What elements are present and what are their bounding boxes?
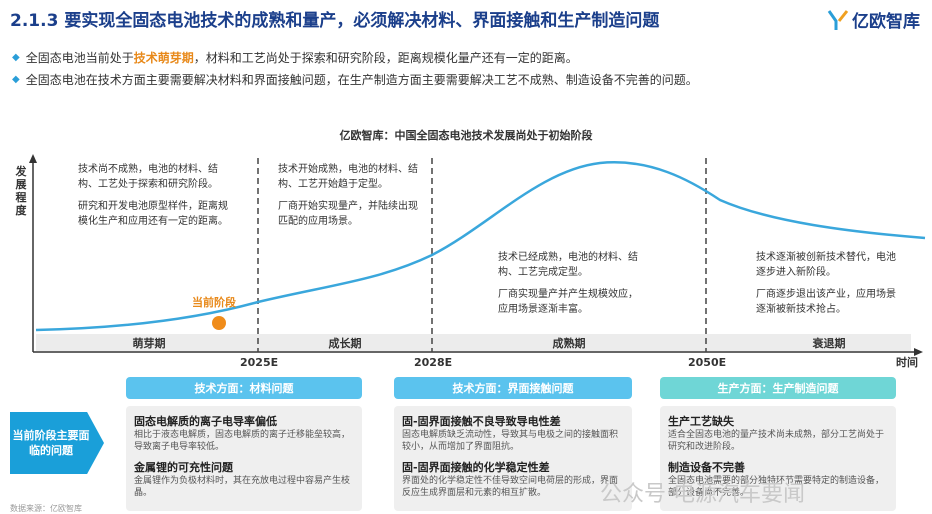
issue-title: 生产工艺缺失 [668, 415, 734, 428]
bullet-item: ◆ 全固态电池当前处于 技术萌芽期 ，材料和工艺尚处于探索和研究阶段，距离规模化量产… [12, 46, 698, 68]
x-axis-label: 时间 [896, 356, 918, 369]
current-issues-arrow: 当前阶段主要面临的问题 [10, 412, 104, 474]
data-source: 数据来源：亿欧智库 [10, 504, 82, 513]
column-header-production: 生产方面：生产制造问题 [660, 377, 896, 399]
bullet-text-before: 全固态电池在技术方面主要需要解决材料和界面接触问题，在生产制造方面主要需要解决工… [25, 72, 698, 87]
stage-label-decline: 衰退期 [812, 337, 846, 350]
issue-description: 固态电解质缺乏流动性，导致其与电极之间的接触面积较小，从而增加了界面阻抗。 [402, 430, 619, 452]
column-header-materials: 技术方面：材料问题 [126, 377, 362, 399]
issue-title: 金属锂的可充性问题 [134, 461, 233, 474]
diamond-icon: ◆ [12, 73, 20, 85]
tick-label-2025: 2025E [240, 356, 279, 369]
stage-label-budding: 萌芽期 [132, 337, 166, 350]
issue-title: 固-固界面接触不良导致导电性差 [402, 415, 561, 428]
issue-description: 适合全固态电池的量产技术尚未成熟，部分工艺尚处于研究和改进阶段。 [668, 430, 885, 452]
bullet-highlight: 技术萌芽期 [133, 50, 194, 65]
phase-text-mature: 技术已经成熟，电池的材料、结构、工艺完成定型。 厂商实现量产并产生规模效应，应用… [498, 251, 638, 325]
phase-description: 技术尚不成熟，电池的材料、结构、工艺处于探索和研究阶段。 [78, 164, 218, 190]
phase-text-decline: 技术逐渐被创新技术替代，电池逐步进入新阶段。 厂商逐步退出该产业，应用场景逐渐被… [756, 251, 896, 325]
column-header-interface: 技术方面：界面接触问题 [394, 377, 632, 399]
y-axis-arrow-icon [29, 154, 37, 163]
issue-description: 金属锂作为负极材料时，其在充放电过程中容易产生枝晶。 [134, 476, 351, 498]
issue-description: 相比于液态电解质，固态电解质的离子迁移能垒较高，导致离子电导率较低。 [134, 430, 351, 452]
column-body-interface: 固-固界面接触不良导致导电性差 固态电解质缺乏流动性，导致其与电极之间的接触面积… [394, 406, 632, 511]
phase-description: 厂商逐步退出该产业，应用场景逐渐被新技术抢占。 [756, 289, 896, 315]
lifecycle-diagram [29, 154, 926, 356]
bullet-text-before: 全固态电池当前处于 [25, 50, 134, 65]
diamond-icon: ◆ [12, 51, 20, 63]
bullet-item: ◆ 全固态电池在技术方面主要需要解决材料和界面接触问题，在生产制造方面主要需要解… [12, 68, 698, 90]
stage-label-growth: 成长期 [328, 337, 362, 350]
logo: 亿欧智库 [827, 7, 920, 32]
column-body-materials: 固态电解质的离子电导率偏低 相比于液态电解质，固态电解质的离子迁移能垒较高，导致… [126, 406, 362, 511]
phase-description: 研究和开发电池原型样件，距离规模化生产和应用还有一定的距离。 [78, 201, 228, 227]
phase-description: 技术逐渐被创新技术替代，电池逐步进入新阶段。 [756, 252, 896, 278]
phase-text-budding: 技术尚不成熟，电池的材料、结构、工艺处于探索和研究阶段。 研究和开发电池原型样件… [78, 163, 228, 237]
logo-text: 亿欧智库 [852, 12, 920, 32]
summary-bullets: ◆ 全固态电池当前处于 技术萌芽期 ，材料和工艺尚处于探索和研究阶段，距离规模化量产… [12, 46, 698, 90]
issue-description: 全固态电池需要的部分独特环节需要特定的制造设备，部分设备尚不完善。 [668, 476, 885, 498]
current-stage-marker [212, 316, 226, 330]
yiou-logo-icon [827, 9, 849, 30]
stage-band [36, 334, 911, 351]
watermark: 公众号·电源汽车要闻 [600, 482, 805, 507]
x-axis-arrow-icon [914, 348, 923, 356]
tick-label-2028: 2028E [414, 356, 453, 369]
tick-label-2050: 2050E [688, 356, 727, 369]
y-axis-label: 发展程度 [15, 165, 27, 217]
phase-description: 厂商开始实现量产，并陆续出现匹配的应用场景。 [278, 201, 418, 227]
issue-title: 固-固界面接触的化学稳定性差 [402, 461, 550, 474]
stage-label-mature: 成熟期 [552, 337, 586, 350]
issue-title: 制造设备不完善 [668, 461, 745, 474]
phase-description: 技术开始成熟，电池的材料、结构、工艺开始趋于定型。 [278, 164, 418, 190]
column-body-production: 生产工艺缺失 适合全固态电池的量产技术尚未成熟，部分工艺尚处于研究和改进阶段。 … [660, 406, 896, 511]
issue-title: 固态电解质的离子电导率偏低 [134, 415, 277, 428]
development-curve [35, 161, 926, 332]
phase-description: 技术已经成熟，电池的材料、结构、工艺完成定型。 [498, 252, 638, 278]
issue-description: 界面处的化学稳定性不佳导致空间电荷层的形成，界面反应生成界面层和元素的相互扩散。 [402, 476, 619, 498]
current-stage-label: 当前阶段 [192, 296, 236, 309]
phase-text-growth: 技术开始成熟，电池的材料、结构、工艺开始趋于定型。 厂商开始实现量产，并陆续出现… [278, 163, 418, 237]
page-title: 2.1.3 要实现全固态电池技术的成熟和量产，必须解决材料、界面接触和生产制造问… [10, 11, 660, 31]
diagram-title: 亿欧智库：中国全固态电池技术发展尚处于初始阶段 [339, 129, 593, 142]
phase-description: 厂商实现量产并产生规模效应，应用场景逐渐丰富。 [498, 289, 638, 315]
bullet-text-after: ，材料和工艺尚处于探索和研究阶段，距离规模化量产还有一定的距离。 [193, 50, 578, 65]
